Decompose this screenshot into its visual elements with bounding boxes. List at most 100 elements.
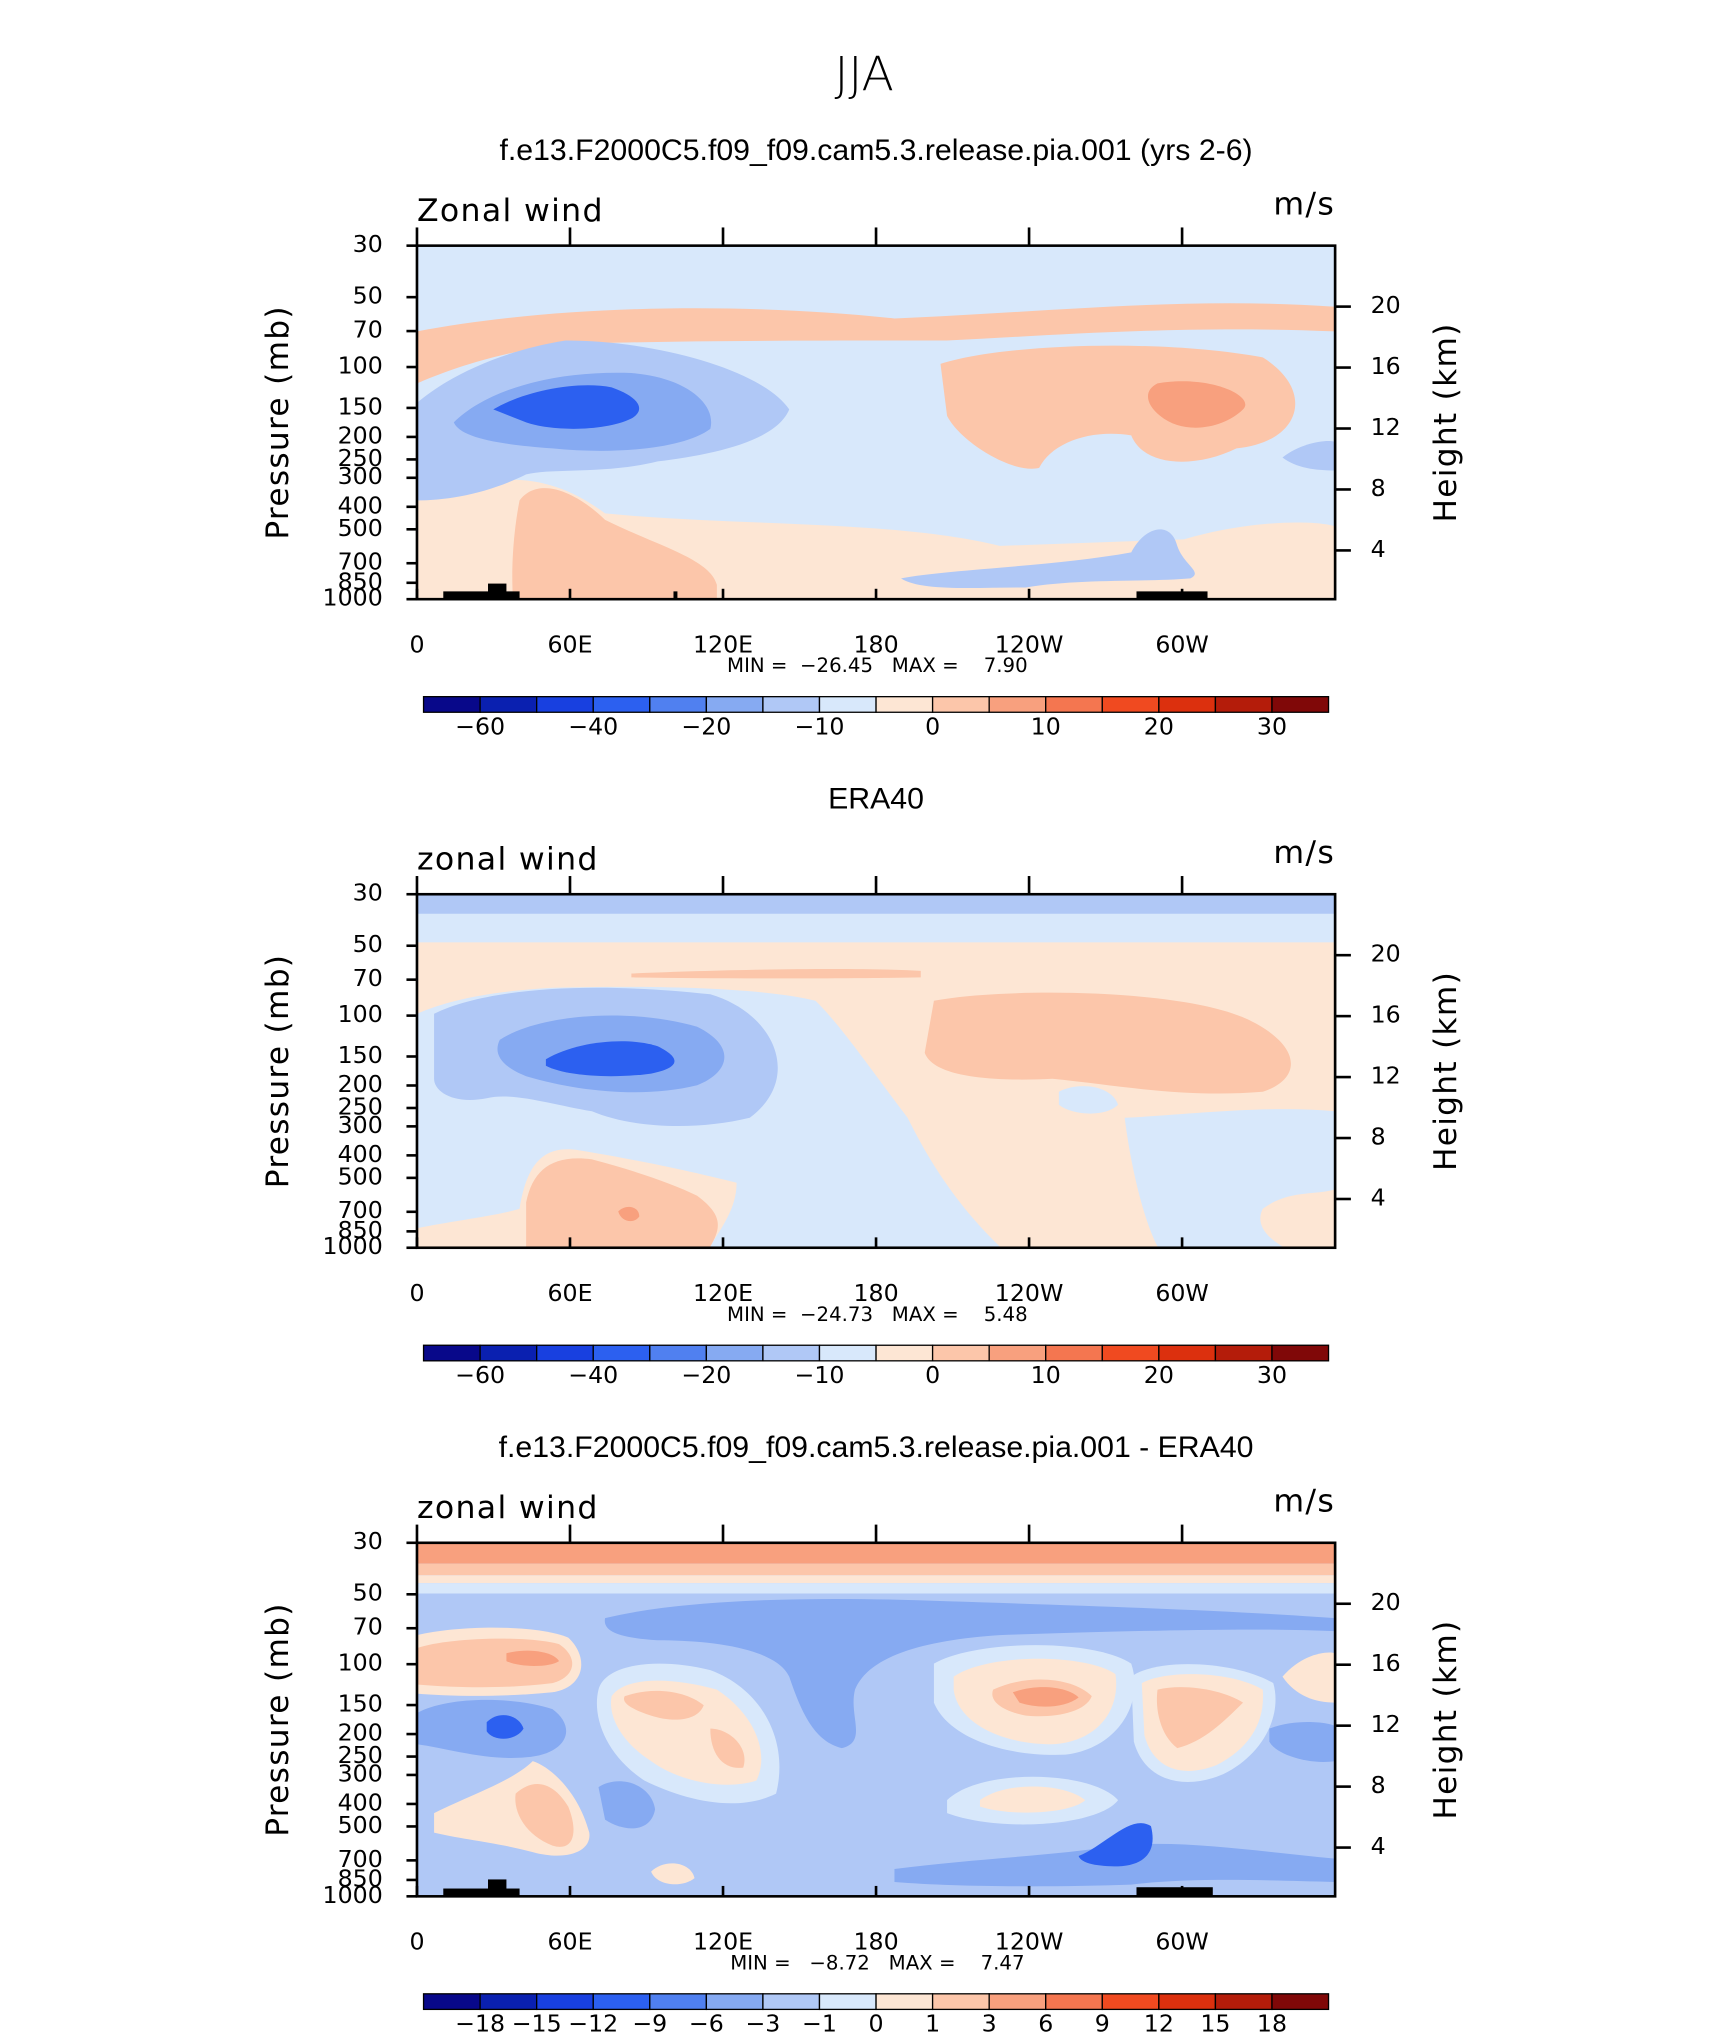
y-tick-label: 300 bbox=[338, 462, 383, 490]
y2-tick-label: 16 bbox=[1371, 1649, 1401, 1677]
colorbar-box bbox=[875, 1344, 934, 1362]
y2-tick-label: 20 bbox=[1371, 291, 1401, 319]
contour-region bbox=[545, 1041, 675, 1077]
contour-region bbox=[416, 1563, 1336, 1576]
units: m/s bbox=[1273, 835, 1335, 871]
x-tick-label: 120E bbox=[693, 631, 753, 659]
colorbar-box bbox=[1214, 1344, 1273, 1362]
colorbar-box bbox=[422, 1993, 481, 2011]
colorbar-label: −20 bbox=[681, 712, 731, 740]
colorbar-label: −9 bbox=[632, 2010, 667, 2038]
x-tick-label: 60W bbox=[1155, 1928, 1209, 1956]
topography bbox=[673, 591, 678, 600]
y-tick-label: 70 bbox=[353, 316, 383, 344]
suptitle: JJA bbox=[834, 48, 893, 103]
variable-name: zonal wind bbox=[417, 842, 599, 878]
colorbar-box bbox=[705, 1993, 764, 2011]
units: m/s bbox=[1273, 186, 1335, 222]
colorbar-box bbox=[1214, 696, 1273, 713]
colorbar-box bbox=[1214, 1993, 1273, 2011]
contour-region bbox=[1147, 381, 1246, 428]
colorbar-label: 20 bbox=[1144, 712, 1174, 740]
colorbar-label: 20 bbox=[1144, 1361, 1174, 1389]
x-tick-label: 120W bbox=[995, 1928, 1064, 1956]
colorbar-label: −60 bbox=[455, 1361, 505, 1389]
y-tick-label: 300 bbox=[338, 1760, 383, 1788]
colorbar-box bbox=[931, 696, 990, 713]
y-tick-label: 70 bbox=[353, 1613, 383, 1641]
y2-tick-label: 16 bbox=[1371, 352, 1401, 380]
contour-region bbox=[515, 1783, 574, 1847]
colorbar-box bbox=[649, 1344, 708, 1362]
min-max: MIN = −24.73 MAX = 5.48 bbox=[727, 1303, 1028, 1326]
colorbar-box bbox=[931, 1344, 990, 1362]
colorbar-label: 15 bbox=[1200, 2010, 1230, 2038]
contour-region bbox=[924, 992, 1291, 1094]
y-tick-label: 300 bbox=[338, 1111, 383, 1139]
colorbar-box bbox=[536, 1344, 594, 1362]
x-tick-label: 60E bbox=[547, 1928, 592, 1956]
colorbar-label: 10 bbox=[1031, 712, 1061, 740]
colorbar-label: −15 bbox=[512, 2010, 562, 2038]
colorbar-box bbox=[1158, 1344, 1217, 1362]
colorbar-box bbox=[818, 696, 877, 713]
contour-region bbox=[526, 1158, 718, 1247]
y2-tick-label: 20 bbox=[1371, 1588, 1401, 1616]
x-tick-label: 180 bbox=[853, 631, 898, 659]
topography bbox=[488, 1879, 507, 1897]
colorbar-box bbox=[592, 696, 651, 713]
contour-region bbox=[631, 968, 921, 979]
colorbar-label: −1 bbox=[802, 2010, 837, 2038]
x-tick-label: 180 bbox=[853, 1928, 898, 1956]
y-tick-label: 100 bbox=[338, 352, 383, 380]
contour-region bbox=[710, 1728, 745, 1768]
y-tick-label: 150 bbox=[338, 1041, 383, 1069]
y-tick-label: 200 bbox=[338, 1070, 383, 1098]
y-axis-label: Pressure (mb) bbox=[260, 305, 296, 539]
y-tick-label: 1000 bbox=[323, 1232, 383, 1260]
colorbar-box bbox=[818, 1993, 877, 2011]
colorbar-label: −10 bbox=[795, 712, 845, 740]
y2-tick-label: 12 bbox=[1371, 1062, 1401, 1090]
colorbar-box bbox=[649, 1993, 708, 2011]
y-tick-label: 250 bbox=[338, 1741, 383, 1769]
contour-region bbox=[416, 1638, 573, 1688]
colorbar-box bbox=[1101, 1993, 1160, 2011]
colorbar-label: 18 bbox=[1257, 2010, 1287, 2038]
min-max: MIN = −8.72 MAX = 7.47 bbox=[730, 1951, 1024, 1974]
colorbar-label: −3 bbox=[745, 2010, 780, 2038]
y2-tick-label: 4 bbox=[1371, 1832, 1386, 1860]
colorbar-box bbox=[536, 696, 594, 713]
contour-field bbox=[416, 894, 1336, 1248]
y-tick-label: 200 bbox=[338, 422, 383, 450]
colorbar-label: 0 bbox=[925, 712, 940, 740]
colorbar-box bbox=[479, 696, 538, 713]
contour-region bbox=[416, 1575, 1336, 1584]
x-tick-label: 60E bbox=[547, 1279, 592, 1307]
colorbar-label: 9 bbox=[1095, 2010, 1110, 2038]
x-tick-label: 0 bbox=[409, 1928, 424, 1956]
contour-field bbox=[416, 245, 1336, 600]
y-tick-label: 700 bbox=[338, 1196, 383, 1224]
x-tick-label: 120W bbox=[995, 1279, 1064, 1307]
y-tick-label: 1000 bbox=[323, 1881, 383, 1909]
y-tick-label: 100 bbox=[338, 1000, 383, 1028]
y2-axis-label: Height (km) bbox=[1428, 1620, 1464, 1820]
y-tick-label: 1000 bbox=[323, 584, 383, 612]
y-tick-label: 150 bbox=[338, 393, 383, 421]
contour-region bbox=[1058, 1086, 1119, 1114]
x-tick-label: 60E bbox=[547, 631, 592, 659]
contour-region bbox=[416, 303, 1336, 384]
colorbar-box bbox=[592, 1993, 651, 2011]
topography bbox=[1136, 591, 1208, 600]
contour-region bbox=[651, 1863, 695, 1885]
contour-region bbox=[940, 345, 1296, 469]
y-tick-label: 850 bbox=[338, 1865, 383, 1893]
contour-region bbox=[1269, 1721, 1336, 1762]
colorbar-box bbox=[1045, 1344, 1103, 1362]
y-tick-label: 850 bbox=[338, 567, 383, 595]
x-tick-label: 60W bbox=[1155, 1279, 1209, 1307]
y-tick-label: 70 bbox=[353, 964, 383, 992]
y-tick-label: 850 bbox=[338, 1216, 383, 1244]
colorbar-box bbox=[1101, 696, 1160, 713]
